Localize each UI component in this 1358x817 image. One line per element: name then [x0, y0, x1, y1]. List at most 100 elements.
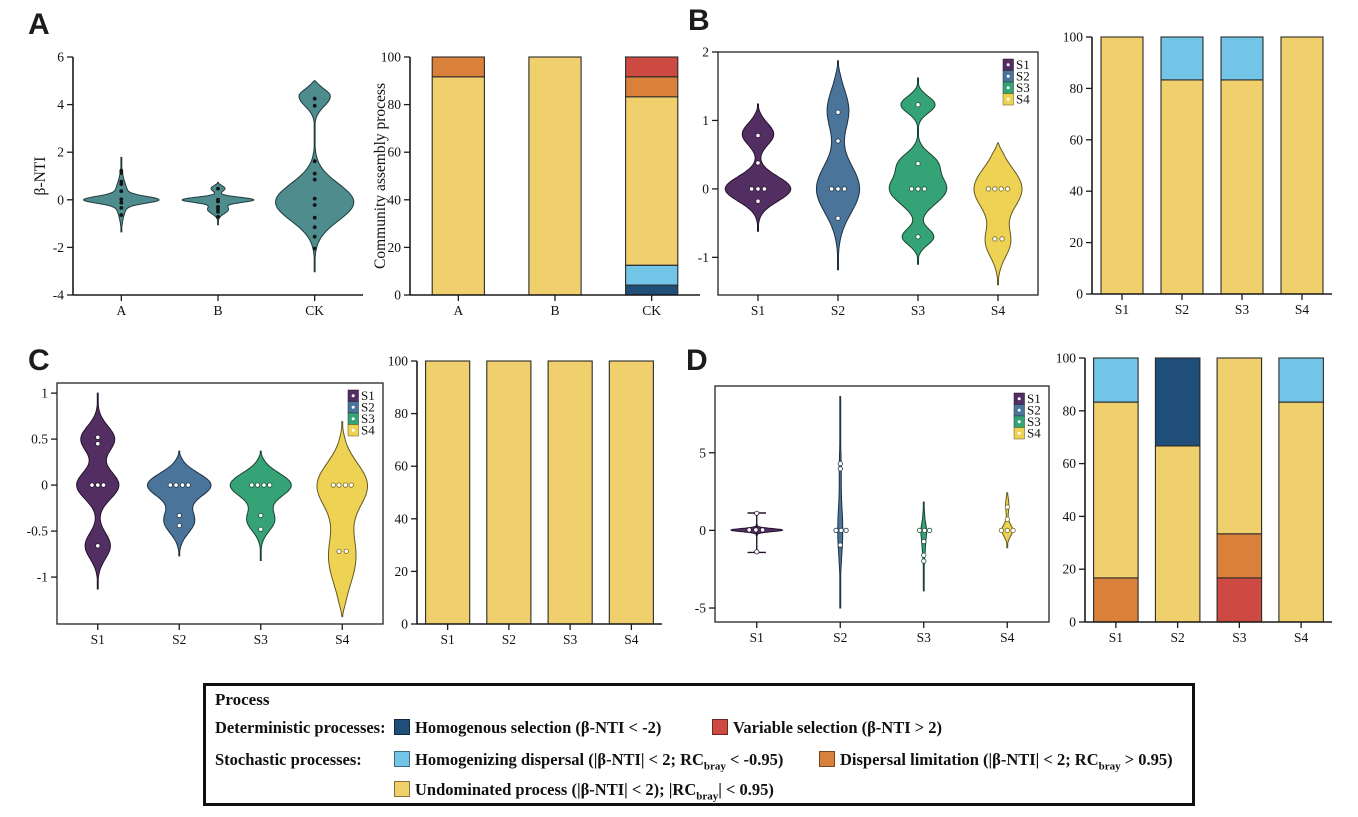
x-tick-label: A	[116, 303, 126, 318]
bar-segment-undominated	[547, 360, 593, 625]
y-tick-label: 100	[1063, 30, 1084, 45]
data-point	[755, 132, 761, 139]
legend-swatch-dot	[1006, 86, 1010, 90]
legend-swatch-dot	[1006, 63, 1010, 67]
x-tick-label: S1	[1109, 630, 1123, 645]
data-point	[921, 552, 927, 558]
x-tick-label: S3	[911, 303, 926, 318]
y-tick-label: 100	[1056, 351, 1077, 366]
data-point	[312, 159, 317, 164]
y-tick-label: -4	[53, 288, 64, 303]
data-point	[746, 527, 752, 533]
x-tick-label: S2	[172, 632, 186, 647]
data-point	[835, 215, 841, 221]
panel-label-c: C	[28, 344, 50, 377]
y-tick-label: 100	[388, 354, 409, 369]
data-point	[119, 171, 124, 175]
data-point	[835, 109, 841, 115]
bar-segment-undominated	[1278, 401, 1324, 623]
data-point	[837, 466, 843, 472]
bar-segment-variable_selection	[625, 56, 679, 78]
legend-swatch-dot	[1017, 408, 1021, 412]
plot-frame	[714, 385, 1050, 623]
data-point	[312, 203, 317, 207]
legend-swatch-dot	[351, 394, 355, 398]
panel-label-b: B	[688, 4, 710, 37]
violin-s4	[316, 421, 368, 618]
x-tick-label: B	[550, 303, 559, 318]
data-point	[249, 482, 255, 488]
data-point	[173, 482, 179, 488]
legend-item-homogenous_selection: Homogenous selection (β-NTI < -2)	[394, 718, 661, 738]
legend-series-label: S1	[1027, 391, 1041, 406]
legend-item-text: Undominated process (|β-NTI| < 2); |RCbr…	[415, 780, 774, 803]
data-point	[908, 186, 915, 192]
legend-item-text: Dispersal limitation (|β-NTI| < 2; RCbra…	[840, 750, 1173, 773]
y-tick-label: 0	[401, 617, 408, 632]
legend-series-label: S1	[361, 388, 375, 403]
data-point	[312, 246, 317, 251]
y-tick-label: 0	[1069, 615, 1076, 630]
data-point	[254, 482, 261, 488]
bar-segment-undominated	[1100, 36, 1144, 295]
process-legend-title: Process	[215, 690, 270, 709]
data-point	[1004, 504, 1010, 510]
legend-swatch-dot	[351, 428, 355, 432]
legend-series-label: S3	[361, 411, 375, 426]
bar-segment-homogenizing_dispersal	[1220, 36, 1264, 81]
data-point	[835, 186, 841, 192]
legend-color-chip	[712, 719, 728, 735]
bar-segment-undominated	[1220, 79, 1264, 295]
y-tick-label: 60	[1070, 132, 1084, 147]
data-point	[119, 197, 124, 202]
legend-swatch-dot	[1017, 420, 1021, 424]
violin-s2	[815, 60, 861, 271]
x-tick-label: S4	[991, 303, 1006, 318]
x-tick-label: S2	[1175, 302, 1189, 317]
y-tick-label: 60	[388, 145, 402, 160]
data-point	[998, 527, 1005, 534]
bar-segment-homogenizing_dispersal	[1278, 357, 1324, 403]
violin-s2	[837, 396, 844, 609]
y-tick-label: 0	[41, 478, 48, 493]
bar-segment-dispersal_limitation	[625, 76, 679, 98]
data-point	[312, 215, 317, 220]
y-tick-label: 2	[57, 145, 64, 160]
data-point	[261, 482, 267, 488]
data-point	[119, 206, 124, 210]
data-point	[258, 512, 264, 519]
data-point	[89, 482, 95, 488]
violin-b	[181, 181, 255, 226]
y-tick-label: 60	[395, 459, 409, 474]
y-tick-label: 0	[699, 523, 706, 538]
data-point	[992, 236, 998, 242]
legend-series-label: S2	[1016, 69, 1030, 84]
y-tick-label: 20	[395, 564, 409, 579]
data-point	[843, 527, 849, 534]
legend-row-label: Deterministic processes:	[215, 718, 386, 737]
data-point	[216, 215, 220, 219]
x-tick-label: S3	[917, 630, 932, 645]
y-tick-label: 0.5	[31, 432, 48, 447]
legend-row-label: Stochastic processes:	[215, 750, 362, 769]
bar-segment-dispersal_limitation	[431, 56, 485, 78]
data-point	[915, 102, 921, 108]
legend-swatch-dot	[1006, 74, 1010, 78]
data-point	[985, 186, 992, 192]
data-point	[1010, 527, 1016, 534]
data-point	[837, 460, 843, 467]
bar-segment-undominated	[425, 360, 471, 625]
bar-segment-undominated	[528, 56, 582, 296]
y-tick-label: 40	[1070, 184, 1084, 199]
x-tick-label: S3	[1235, 302, 1250, 317]
data-point	[343, 548, 349, 554]
x-tick-label: S1	[750, 630, 764, 645]
data-point	[915, 161, 921, 167]
data-point	[312, 177, 317, 182]
data-point	[176, 512, 182, 519]
bar-segment-undominated	[608, 360, 654, 625]
bar-segment-variable_selection	[1216, 577, 1263, 623]
